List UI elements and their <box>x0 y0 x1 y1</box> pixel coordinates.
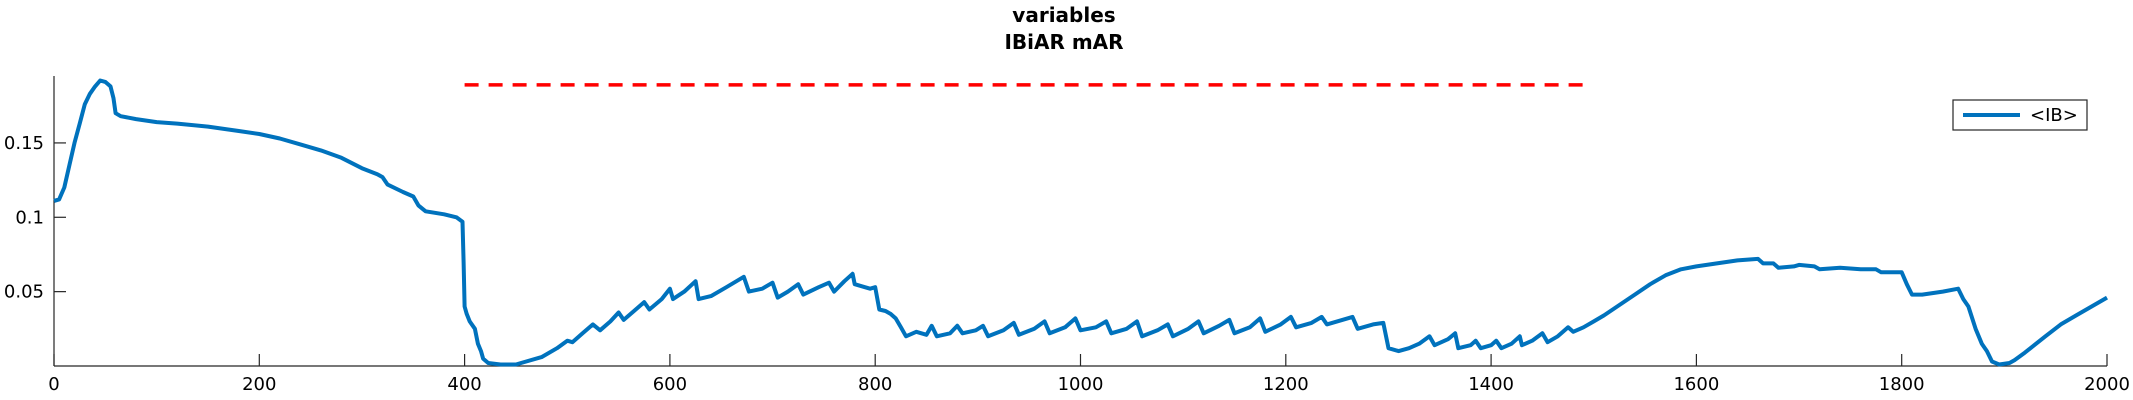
x-tick-label: 1800 <box>1879 374 1925 395</box>
chart-title: variables <box>1012 3 1115 27</box>
series-line-ib <box>53 78 2109 367</box>
x-tick-label: 200 <box>242 374 276 395</box>
legend-label: <IB> <box>2030 105 2078 126</box>
y-tick-label: 0.05 <box>4 282 44 303</box>
x-tick-label: 800 <box>858 374 892 395</box>
x-tick-label: 1200 <box>1263 374 1309 395</box>
legend: <IB> <box>1952 99 2088 131</box>
x-tick-label: 2000 <box>2084 374 2130 395</box>
x-tick-label: 600 <box>653 374 687 395</box>
x-tick-label: 1000 <box>1058 374 1104 395</box>
x-tick-label: 1400 <box>1468 374 1514 395</box>
x-tick-label: 1600 <box>1673 374 1719 395</box>
ticks: 0 200 400 600 800 1000 1200 1400 1600 1800 2000 0.0… <box>4 133 2130 395</box>
x-tick-label: 0 <box>48 374 59 395</box>
series-lines <box>53 78 2109 367</box>
chart-subtitle: IBiAR mAR <box>1004 30 1123 54</box>
axes <box>53 76 2107 367</box>
x-tick-label: 400 <box>447 374 481 395</box>
y-tick-label: 0.1 <box>15 207 44 228</box>
y-tick-label: 0.15 <box>4 133 44 154</box>
